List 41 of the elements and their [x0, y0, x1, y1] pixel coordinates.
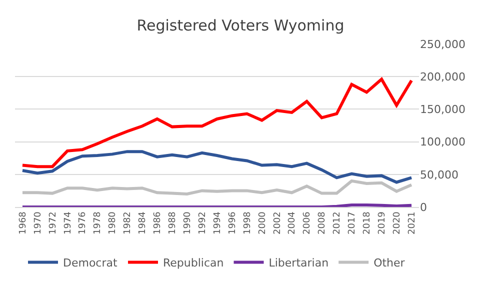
x-tick-label: 1982 [123, 212, 134, 235]
y-tick-label: 200,000 [420, 70, 466, 84]
legend-label: Libertarian [268, 256, 329, 270]
line-series [20, 78, 414, 168]
x-tick-label: 1990 [182, 211, 193, 235]
x-tick-label: 1970 [33, 211, 44, 235]
legend-label: Republican [162, 256, 224, 270]
x-tick-label: 1998 [242, 211, 253, 235]
x-tick-label: 1980 [108, 211, 118, 235]
y-tick-label: 150,000 [420, 103, 466, 116]
x-tick-label: 2006 [302, 211, 313, 235]
x-tick-label: 2000 [258, 211, 268, 235]
x-tick-label: 1986 [153, 211, 164, 235]
x-tick-label: 2008 [318, 211, 328, 235]
x-tick-label: 1978 [93, 211, 104, 235]
x-tick-label: 1968 [18, 211, 28, 235]
x-tick-label: 2019 [378, 211, 388, 235]
x-tick-label: 1984 [138, 211, 148, 235]
line-series [20, 179, 414, 196]
x-tick-label: 2021 [407, 212, 418, 235]
line-series [20, 150, 414, 184]
y-tick-label: 0 [420, 200, 427, 214]
x-tick-label: 1992 [198, 212, 208, 235]
x-tick-label: 2002 [272, 212, 283, 235]
x-tick-label: 1994 [212, 211, 223, 235]
y-tick-label: 50,000 [420, 168, 458, 182]
y-tick-label: 250,000 [420, 38, 466, 51]
x-tick-label: 1988 [168, 211, 178, 235]
x-tick-label: 2012 [332, 212, 343, 235]
x-tick-label: 1996 [228, 211, 238, 235]
x-tick-label: 2018 [362, 211, 373, 235]
x-tick-label: 1974 [63, 211, 74, 235]
x-tick-label: 1972 [48, 212, 58, 235]
x-tick-label: 2020 [392, 211, 402, 235]
x-tick-label: 2017 [348, 212, 358, 235]
x-tick-label: 2004 [288, 211, 298, 235]
legend-label: Democrat [63, 256, 118, 270]
y-tick-label: 100,000 [420, 136, 466, 149]
legend-label: Other [374, 256, 406, 270]
x-tick-label: 1976 [78, 211, 88, 235]
chart-title: Registered Voters Wyoming [136, 16, 344, 35]
